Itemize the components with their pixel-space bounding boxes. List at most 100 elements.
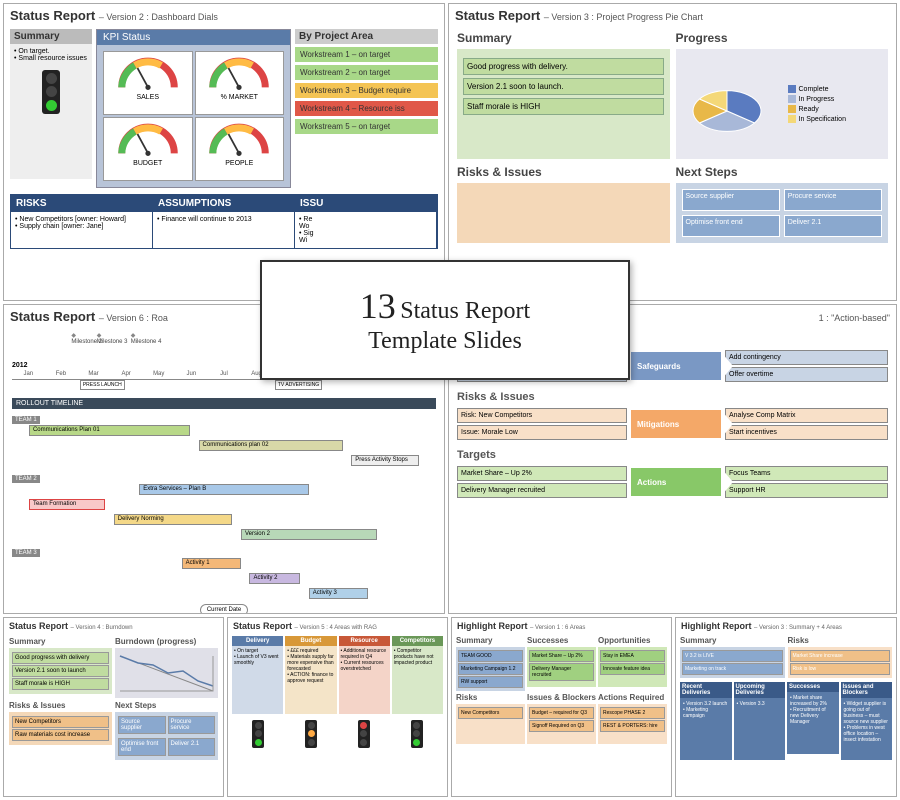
workstream-row: Workstream 5 – on target <box>295 119 438 134</box>
right-item: Start incentives <box>725 425 888 440</box>
slide-title: Status Report – Version 3 : Project Prog… <box>449 4 896 27</box>
right-item: Analyse Comp Matrix <box>725 408 888 423</box>
workstream-row: Workstream 3 – Budget require <box>295 83 438 98</box>
slide-pie-chart: Status Report – Version 3 : Project Prog… <box>448 3 897 301</box>
summary-panel: SummaryGood progress with deliveryVersio… <box>9 637 112 698</box>
traffic-light-icon <box>305 720 317 748</box>
slide-4areas-rag: Status Report – Version 5 : 4 Areas with… <box>227 617 448 797</box>
arrow-label: Safeguards.arrow[style*="#7a98c4"]::afte… <box>631 352 721 380</box>
gantt-bar: Activity 3 <box>309 588 368 599</box>
overlay-number: 13 <box>360 286 396 326</box>
traffic-light-icon <box>358 720 370 748</box>
top-panel: SummaryV 3.2 is LIVEMarketing on track <box>680 636 785 678</box>
gauge-dial: BUDGET <box>103 117 193 181</box>
slide-highlight-summary4: Highlight Report – Version 3 : Summary +… <box>675 617 897 797</box>
gantt-bar: Communications Plan 01 <box>29 425 190 436</box>
right-item: Offer overtime <box>725 367 888 382</box>
left-item: Delivery Manager recruited <box>457 483 627 498</box>
kpi-header: KPI Status <box>97 30 290 45</box>
gantt-bar: Communications plan 02 <box>199 440 343 451</box>
next-step-item: Procure service <box>784 189 882 211</box>
rag-column: Resource• Additional resource required i… <box>339 636 390 714</box>
summary-header: Summary <box>10 29 92 44</box>
arrow-label: Mitigations.arrow[style*="#f4a868"]::aft… <box>631 410 721 438</box>
traffic-lights-row <box>228 716 447 752</box>
detail-column: Successes• Market share increased by 2%•… <box>787 682 839 760</box>
summary-item: Good progress with delivery. <box>463 58 664 75</box>
section-ri: Risks & IssuesRisk: New CompetitorsIssue… <box>449 386 896 444</box>
next-step-item: Source supplier <box>682 189 780 211</box>
gantt-bar: Team Formation <box>29 499 105 510</box>
highlight-panel: RisksNew Competitors <box>456 693 525 744</box>
events-row: PRESS LAUNCH TV ADVERTISING <box>12 380 436 394</box>
project-area-panel: By Project Area Workstream 1 – on target… <box>295 29 438 188</box>
summary-panel: Summary Good progress with delivery. Vers… <box>457 31 670 159</box>
highlight-panel: Actions RequiredRescope PHASE 2REST & PO… <box>598 693 667 744</box>
right-item: Support HR <box>725 483 888 498</box>
summary-body: • On target. • Small resource issues <box>10 44 92 179</box>
slide-title: Status Report – Version 4 : Burndown <box>4 618 223 634</box>
rag-column: Delivery• On target• Launch of V3 went s… <box>232 636 283 714</box>
summary-panel: Summary • On target. • Small resource is… <box>10 29 92 188</box>
risks-header: Risks & Issues <box>457 165 670 179</box>
team-label: TEAM 1 <box>12 416 40 424</box>
right-item: Focus Teams <box>725 466 888 481</box>
workstream-row: Workstream 4 – Resource iss <box>295 101 438 116</box>
risks-panel: Risks & IssuesNew CompetitorsRaw materia… <box>9 701 112 760</box>
gauge-dial: SALES <box>103 51 193 115</box>
next-steps-panel: Next StepsSource supplierProcure service… <box>115 701 218 760</box>
project-area-header: By Project Area <box>295 29 438 44</box>
slide-burndown: Status Report – Version 4 : Burndown Sum… <box>3 617 224 797</box>
gantt-bar: Activity 1 <box>182 558 241 569</box>
rag-column: Budget• £££ required• Materials supply f… <box>285 636 336 714</box>
summary-header: Summary <box>457 31 670 45</box>
right-item: Add contingency <box>725 350 888 365</box>
title-overlay: 13 Status ReportTemplate Slides <box>260 260 630 380</box>
traffic-light-icon <box>252 720 264 748</box>
next-steps-header: Next Steps <box>676 165 889 179</box>
highlight-panel: SummaryTEAM GOODMarketing Campaign 1.2RW… <box>456 636 525 691</box>
left-item: Issue: Morale Low <box>457 425 627 440</box>
rag-column: Competitors• Competitor products have no… <box>392 636 443 714</box>
left-item: Risk: New Competitors <box>457 408 627 423</box>
detail-column: Upcoming Deliveries• Version 3.3 <box>734 682 786 760</box>
kpi-panel: KPI Status SALES% MARKETBUDGETPEOPLE <box>96 29 291 188</box>
milestone: Milestone 4 <box>131 332 162 345</box>
risks-table: RISKS• New Competitors [owner: Howard]• … <box>10 194 438 249</box>
detail-column: Recent Deliveries• Version 3.2 launch• M… <box>680 682 732 760</box>
detail-column: Issues and Blockers• Widget supplier is … <box>841 682 893 760</box>
highlight-panel: SuccessesMarket Share – Up 2%Delivery Ma… <box>527 636 596 691</box>
slide-title: Status Report – Version 2 : Dashboard Di… <box>4 4 444 27</box>
gantt-bar: Press Activity Stops <box>351 455 419 466</box>
workstream-row: Workstream 1 – on target <box>295 47 438 62</box>
summary-item: Version 2.1 soon to launch. <box>463 78 664 95</box>
burndown-panel: Burndown (progress) <box>115 637 218 698</box>
arrow-label: Actions.arrow[style*="#88c868"]::after{b… <box>631 468 721 496</box>
gantt-bar: Version 2 <box>241 529 377 540</box>
milestone: Milestone 3 <box>97 332 128 345</box>
traffic-light-icon <box>42 70 60 114</box>
team-label: TEAM 3 <box>12 549 40 557</box>
gantt-bar: Delivery Norming <box>114 514 233 525</box>
event-marker: TV ADVERTISING <box>275 380 322 390</box>
slide-title: Highlight Report – Version 3 : Summary +… <box>676 618 896 634</box>
traffic-light-icon <box>411 720 423 748</box>
pie-legend: CompleteIn ProgressReadyIn Specification <box>788 83 846 125</box>
next-step-item: Optimise front end <box>682 215 780 237</box>
burndown-chart <box>118 651 215 695</box>
pie-chart <box>682 59 782 149</box>
risks-issues-panel: Risks & Issues <box>457 165 670 243</box>
progress-header: Progress <box>676 31 889 45</box>
next-steps-panel: Next Steps Source supplierProcure servic… <box>676 165 889 243</box>
slide-title: Highlight Report – Version 1 : 6 Areas <box>452 618 671 634</box>
gauge-dial: % MARKET <box>195 51 285 115</box>
highlight-panel: Issues & BlockersBudget – required for Q… <box>527 693 596 744</box>
workstream-row: Workstream 2 – on target <box>295 65 438 80</box>
section-targets: TargetsMarket Share – Up 2%Delivery Mana… <box>449 444 896 502</box>
left-item: Market Share – Up 2% <box>457 466 627 481</box>
next-step-item: Deliver 2.1 <box>784 215 882 237</box>
event-marker: PRESS LAUNCH <box>80 380 125 390</box>
gantt-bar: Extra Services – Plan B <box>139 484 309 495</box>
current-date-marker: Current Date <box>12 606 436 613</box>
highlight-panel: OpportunitiesStay in EMEAInnovate featur… <box>598 636 667 691</box>
